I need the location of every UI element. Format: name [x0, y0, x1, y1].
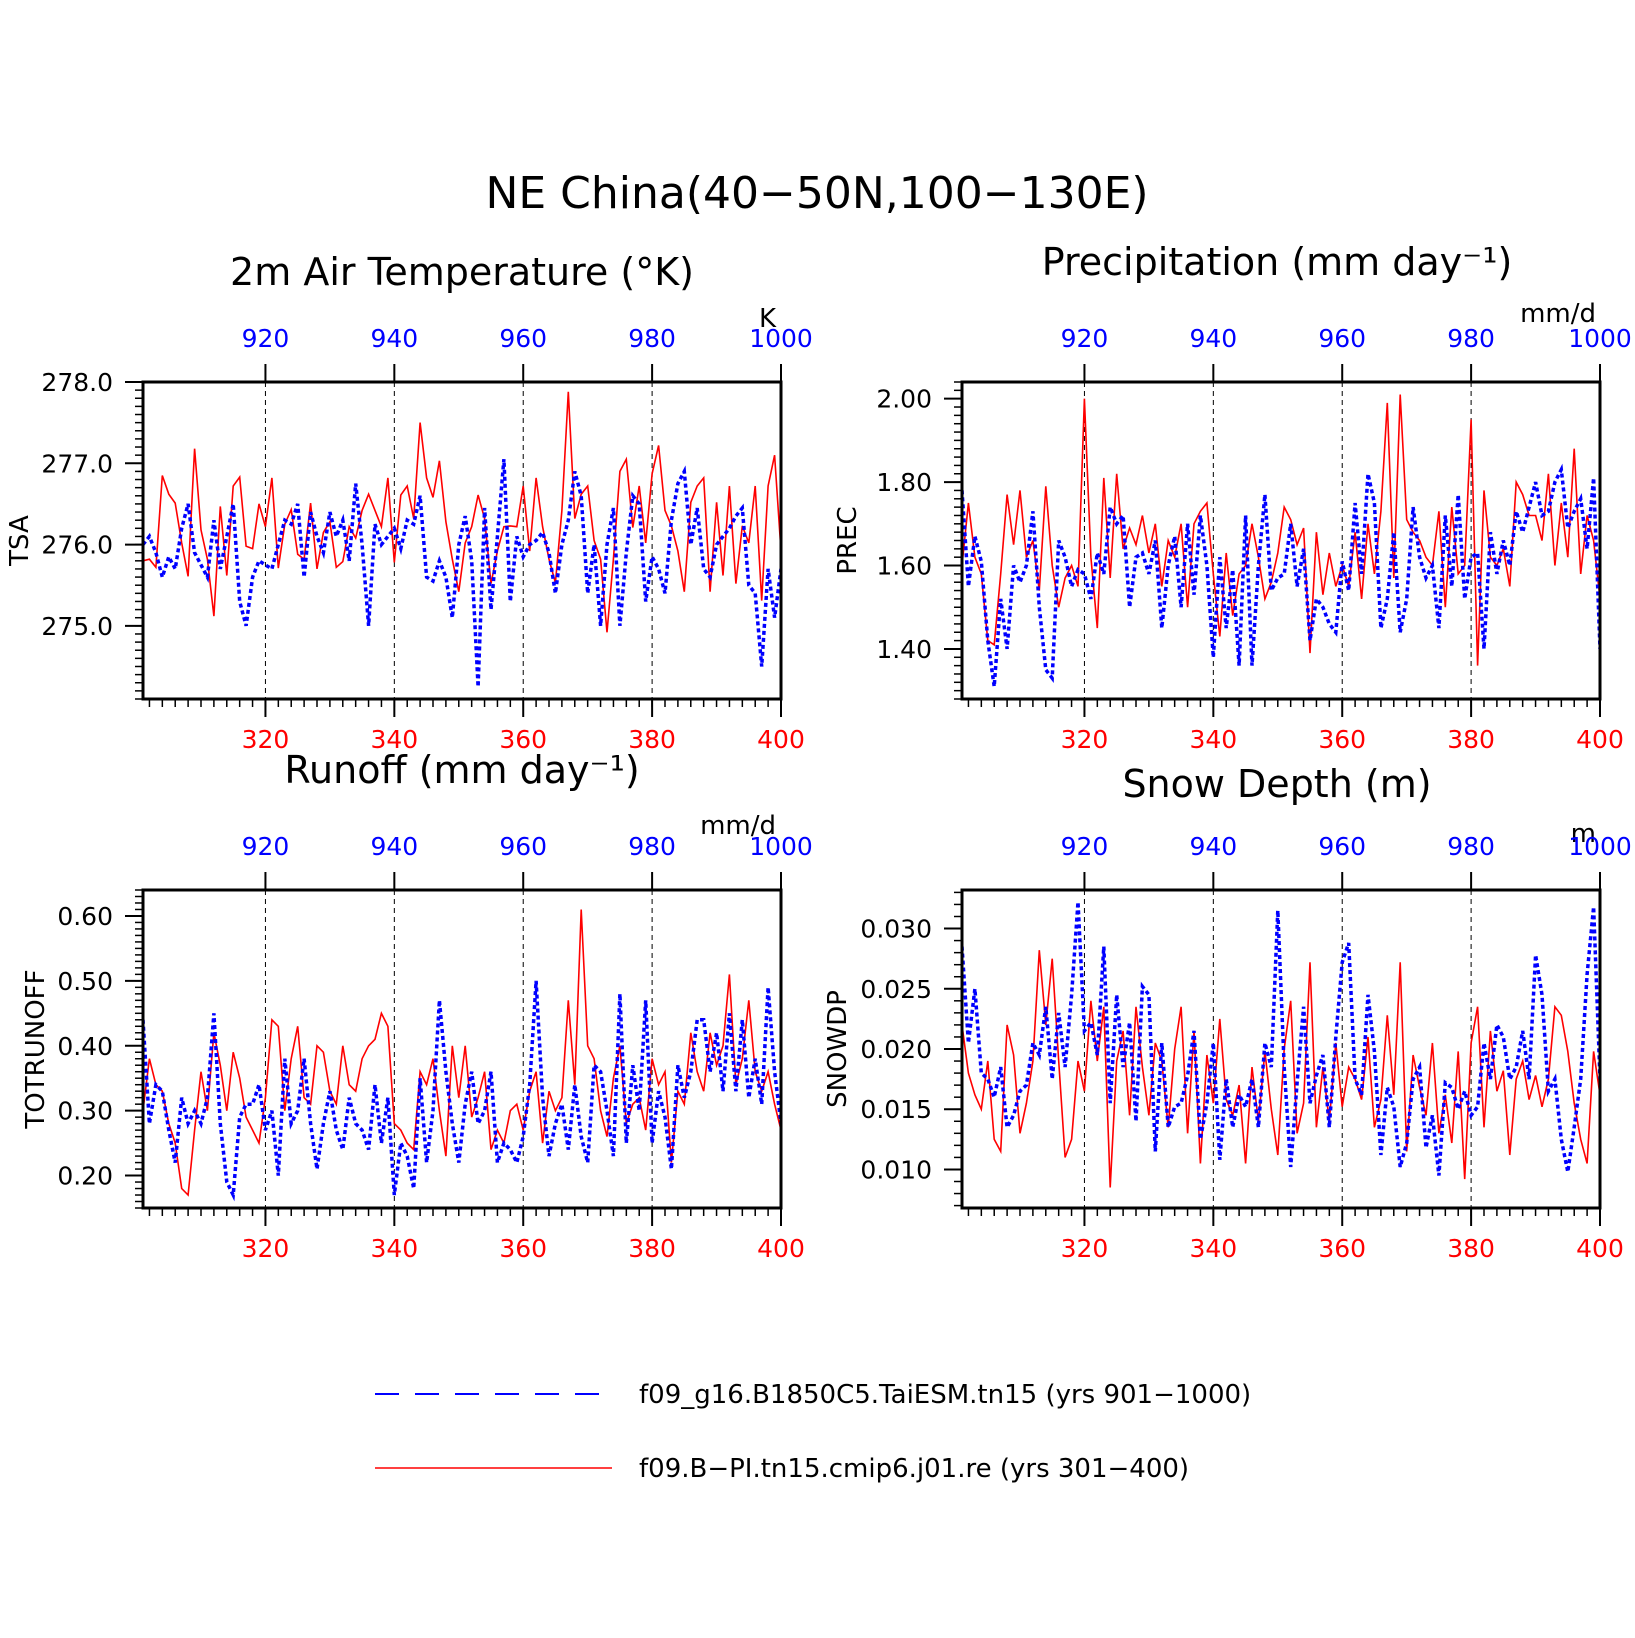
panel-title: Runoff (mm day⁻¹): [284, 748, 639, 792]
plot-frame: [141, 380, 783, 701]
plot-frame: [960, 888, 1602, 1210]
y-tick-label: 277.0: [41, 449, 113, 478]
x-tick-label-bottom: 320: [242, 725, 290, 754]
x-tick-label-bottom: 360: [1318, 725, 1366, 754]
unit-label: K: [759, 304, 777, 334]
y-axis-label: TOTRUNOFF: [21, 969, 51, 1129]
panel-title: Precipitation (mm day⁻¹): [1042, 240, 1513, 284]
series-blue-line: [143, 459, 781, 687]
unit-label: mm/d: [1520, 299, 1596, 329]
x-tick-label-top: 920: [242, 832, 290, 861]
y-tick-label: 1.60: [876, 552, 932, 581]
x-tick-label-top: 1000: [1568, 832, 1632, 861]
x-tick-label-bottom: 320: [1061, 725, 1109, 754]
main-title: NE China(40−50N,100−130E): [485, 168, 1148, 219]
y-tick-label: 0.40: [57, 1032, 113, 1061]
y-tick-label: 0.025: [860, 975, 932, 1004]
x-tick-label-top: 940: [1189, 832, 1237, 861]
x-tick-label-top: 980: [628, 832, 676, 861]
y-axis-label: PREC: [833, 506, 863, 574]
y-tick-label: 0.60: [57, 902, 113, 931]
x-tick-label-bottom: 360: [499, 725, 547, 754]
panel-4: Snow Depth (m) m SNOWDP 0.010 0.015 0.020 0.02…: [823, 762, 1632, 1263]
series-blue-line: [143, 980, 781, 1202]
x-tick-label-top: 1000: [1568, 324, 1632, 353]
y-tick-label: 0.50: [57, 967, 113, 996]
y-tick-label: 0.030: [860, 915, 932, 944]
series-red-line: [143, 909, 781, 1197]
plot-frame: [141, 888, 783, 1210]
x-tick-label-top: 980: [628, 324, 676, 353]
y-tick-label: 0.30: [57, 1097, 113, 1126]
series-red-line: [143, 391, 781, 633]
x-tick-label-bottom: 360: [499, 1234, 547, 1263]
unit-label: mm/d: [700, 811, 776, 841]
x-tick-label-bottom: 400: [1576, 725, 1624, 754]
x-tick-label-top: 980: [1447, 324, 1495, 353]
x-tick-label-bottom: 340: [370, 725, 418, 754]
y-tick-label: 2.00: [876, 385, 932, 414]
panel-title: Snow Depth (m): [1122, 762, 1431, 806]
x-tick-label-top: 920: [1061, 324, 1109, 353]
panel-3: Runoff (mm day⁻¹) mm/d TOTRUNOFF 0.20 0.30 0.…: [21, 748, 813, 1263]
y-tick-label: 0.010: [860, 1155, 932, 1184]
x-tick-label-bottom: 380: [628, 725, 676, 754]
x-tick-label-bottom: 360: [1318, 1234, 1366, 1263]
x-tick-label-bottom: 340: [1189, 725, 1237, 754]
y-tick-label: 275.0: [41, 612, 113, 641]
x-tick-label-bottom: 320: [242, 1234, 290, 1263]
legend-label-blue: f09_g16.B1850C5.TaiESM.tn15 (yrs 901−100…: [639, 1380, 1251, 1410]
unit-label: m: [1571, 819, 1596, 849]
y-tick-label: 276.0: [41, 531, 113, 560]
y-axis-label: TSA: [5, 515, 35, 567]
series-red-line: [962, 950, 1600, 1188]
y-tick-label: 1.40: [876, 635, 932, 664]
x-tick-label-top: 940: [370, 324, 418, 353]
legend-label-red: f09.B−PI.tn15.cmip6.j01.re (yrs 301−400): [639, 1454, 1189, 1484]
x-tick-label-top: 960: [1318, 832, 1366, 861]
x-tick-label-top: 980: [1447, 832, 1495, 861]
x-tick-label-bottom: 340: [370, 1234, 418, 1263]
x-tick-label-bottom: 340: [1189, 1234, 1237, 1263]
panel-title: 2m Air Temperature (°K): [230, 250, 694, 294]
x-tick-label-bottom: 400: [1576, 1234, 1624, 1263]
x-tick-label-bottom: 380: [1447, 1234, 1495, 1263]
x-tick-label-bottom: 320: [1061, 1234, 1109, 1263]
x-tick-label-top: 960: [499, 324, 547, 353]
x-tick-label-top: 960: [499, 832, 547, 861]
legend: f09_g16.B1850C5.TaiESM.tn15 (yrs 901−100…: [375, 1380, 1251, 1484]
y-tick-label: 0.015: [860, 1095, 932, 1124]
x-tick-label-bottom: 380: [1447, 725, 1495, 754]
x-tick-label-bottom: 400: [757, 1234, 805, 1263]
series-blue-line: [962, 901, 1600, 1176]
x-tick-label-top: 920: [242, 324, 290, 353]
x-tick-label-top: 940: [1189, 324, 1237, 353]
plot-frame: [960, 380, 1602, 701]
panel-2: Precipitation (mm day⁻¹)mm/d PREC 1.40 1.60…: [833, 240, 1632, 754]
series-blue-line: [962, 463, 1600, 687]
x-tick-label-bottom: 380: [628, 1234, 676, 1263]
y-tick-label: 0.020: [860, 1035, 932, 1064]
x-tick-label-bottom: 400: [757, 725, 805, 754]
x-tick-label-top: 920: [1061, 832, 1109, 861]
x-tick-label-top: 1000: [749, 832, 813, 861]
y-tick-label: 1.80: [876, 468, 932, 497]
y-tick-label: 0.20: [57, 1162, 113, 1191]
y-axis-label: SNOWDP: [823, 990, 853, 1108]
x-tick-label-top: 960: [1318, 324, 1366, 353]
panel-1: 2m Air Temperature (°K) K TSA 275.0 276.0 277…: [5, 250, 813, 754]
panels-group: 2m Air Temperature (°K) K TSA 275.0 276.0 277…: [5, 240, 1632, 1263]
x-tick-label-top: 940: [370, 832, 418, 861]
y-tick-label: 278.0: [41, 368, 113, 397]
x-tick-label-top: 1000: [749, 324, 813, 353]
